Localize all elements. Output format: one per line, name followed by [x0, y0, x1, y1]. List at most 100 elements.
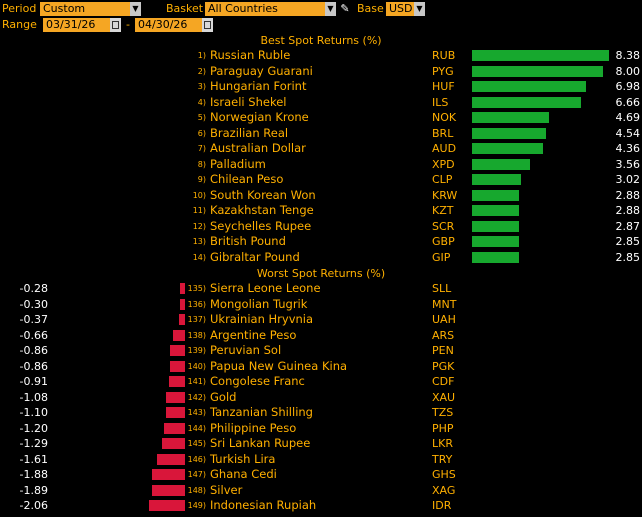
return-value: 3.56: [615, 157, 641, 171]
positive-return-bar: [472, 158, 531, 170]
best-row[interactable]: 4) Israeli Shekel ILS 6.66: [0, 95, 642, 111]
currency-code: IDR: [432, 499, 452, 512]
range-separator: -: [126, 18, 130, 31]
currency-code: TZS: [432, 406, 454, 419]
basket-dropdown-icon[interactable]: ▼: [325, 2, 336, 16]
worst-row[interactable]: -1.89 148) Silver XAG: [0, 483, 642, 499]
rank-number: 141): [187, 377, 206, 386]
positive-return-bar: [472, 65, 603, 77]
return-value: -0.86: [19, 344, 48, 357]
best-row[interactable]: 5) Norwegian Krone NOK 4.69: [0, 110, 642, 126]
positive-return-bar: [472, 174, 522, 185]
best-row[interactable]: 9) Chilean Peso CLP 3.02: [0, 172, 642, 188]
currency-code: KZT: [432, 204, 454, 217]
best-row[interactable]: 8) Palladium XPD 3.56: [0, 157, 642, 173]
positive-return-bar: [472, 189, 520, 201]
best-row[interactable]: 13) British Pound GBP 2.85: [0, 234, 642, 250]
currency-code: PEN: [432, 344, 454, 357]
negative-return-bar: [180, 283, 185, 294]
worst-row[interactable]: -0.28 135) Sierra Leone Leone SLL: [0, 281, 642, 297]
worst-row[interactable]: -1.10 143) Tanzanian Shilling TZS: [0, 405, 642, 421]
best-row[interactable]: 11) Kazakhstan Tenge KZT 2.88: [0, 203, 642, 219]
currency-code: ARS: [432, 328, 455, 342]
worst-row[interactable]: -0.86 139) Peruvian Sol PEN: [0, 343, 642, 359]
currency-name: South Korean Won: [210, 187, 316, 202]
positive-return-bar: [472, 236, 519, 247]
currency-code: PGK: [432, 359, 455, 373]
range-label: Range: [2, 18, 37, 31]
best-row[interactable]: 1) Russian Ruble RUB 8.38: [0, 48, 642, 64]
negative-return-bar: [169, 376, 185, 387]
currency-name: Ukrainian Hryvnia: [210, 312, 314, 326]
rank-number: 1): [197, 51, 206, 60]
worst-row[interactable]: -1.61 146) Turkish Lira TRY: [0, 452, 642, 468]
currency-code: AUD: [432, 142, 457, 155]
worst-row[interactable]: -0.66 138) Argentine Peso ARS: [0, 328, 642, 344]
worst-row[interactable]: -0.91 141) Congolese Franc CDF: [0, 374, 642, 390]
period-dropdown-icon[interactable]: ▼: [130, 2, 141, 16]
return-value: -1.29: [19, 437, 48, 450]
rank-number: 3): [197, 82, 206, 91]
range-start-input[interactable]: 03/31/26: [43, 18, 110, 32]
rank-number: 10): [192, 190, 206, 200]
worst-row[interactable]: -1.08 142) Gold XAU: [0, 390, 642, 406]
rank-number: 144): [187, 423, 206, 433]
return-value: -2.06: [19, 499, 48, 512]
positive-return-bar: [472, 81, 587, 92]
rank-number: 4): [197, 97, 206, 107]
rank-number: 6): [197, 128, 206, 138]
best-row[interactable]: 3) Hungarian Forint HUF 6.98: [0, 79, 642, 95]
best-row[interactable]: 10) South Korean Won KRW 2.88: [0, 188, 642, 204]
currency-code: TRY: [432, 452, 453, 466]
best-row[interactable]: 6) Brazilian Real BRL 4.54: [0, 126, 642, 142]
rank-number: 14): [192, 252, 206, 262]
currency-code: XAG: [432, 483, 456, 497]
currency-name: Gold: [210, 389, 237, 404]
worst-row[interactable]: -0.30 136) Mongolian Tugrik MNT: [0, 297, 642, 313]
return-value: -0.66: [19, 328, 48, 342]
worst-row[interactable]: -1.88 147) Ghana Cedi GHS: [0, 467, 642, 483]
return-value: -1.20: [19, 421, 48, 435]
currency-code: LKR: [432, 437, 453, 450]
currency-name: Brazilian Real: [210, 125, 289, 140]
best-row[interactable]: 7) Australian Dollar AUD 4.36: [0, 141, 642, 157]
rank-number: 146): [187, 454, 206, 464]
negative-return-bar: [166, 391, 185, 403]
worst-row[interactable]: -1.29 145) Sri Lankan Rupee LKR: [0, 436, 642, 452]
return-value: 4.54: [615, 126, 641, 140]
currency-code: HUF: [432, 80, 455, 93]
worst-row[interactable]: -1.20 144) Philippine Peso PHP: [0, 421, 642, 437]
best-row[interactable]: 14) Gibraltar Pound GIP 2.85: [0, 250, 642, 266]
negative-return-bar: [164, 422, 185, 434]
worst-row[interactable]: -0.86 140) Papua New Guinea Kina PGK: [0, 359, 642, 375]
basket-select[interactable]: All Countries: [205, 2, 325, 16]
best-row[interactable]: 2) Paraguay Guarani PYG 8.00: [0, 64, 642, 80]
currency-code: SLL: [432, 282, 452, 295]
worst-row[interactable]: -2.06 149) Indonesian Rupiah IDR: [0, 498, 642, 514]
positive-return-bar: [472, 220, 519, 232]
currency-name: Paraguay Guarani: [210, 63, 313, 78]
currency-code: RUB: [432, 49, 456, 62]
base-dropdown-icon[interactable]: ▼: [414, 2, 425, 16]
currency-code: CLP: [432, 173, 453, 186]
return-value: -1.88: [19, 468, 48, 481]
rank-number: 2): [197, 66, 206, 76]
range-end-input[interactable]: 04/30/26: [135, 18, 202, 32]
rank-number: 9): [197, 175, 206, 184]
return-value: 6.66: [615, 95, 641, 109]
return-value: 2.87: [615, 219, 641, 233]
rank-number: 145): [187, 439, 206, 448]
worst-returns-title: Worst Spot Returns (%): [256, 267, 386, 280]
base-select[interactable]: USD: [386, 2, 414, 16]
range-start-calendar-icon[interactable]: [110, 18, 121, 32]
edit-pencil-icon[interactable]: ✎: [340, 2, 350, 15]
currency-name: Sierra Leone Leone: [210, 281, 321, 295]
positive-return-bar: [472, 143, 544, 154]
rank-number: 148): [187, 485, 206, 495]
period-select[interactable]: Custom: [40, 2, 130, 16]
range-end-calendar-icon[interactable]: [202, 18, 213, 32]
rank-number: 8): [197, 159, 206, 169]
best-row[interactable]: 12) Seychelles Rupee SCR 2.87: [0, 219, 642, 235]
currency-name: Chilean Peso: [210, 172, 284, 186]
worst-row[interactable]: -0.37 137) Ukrainian Hryvnia UAH: [0, 312, 642, 328]
